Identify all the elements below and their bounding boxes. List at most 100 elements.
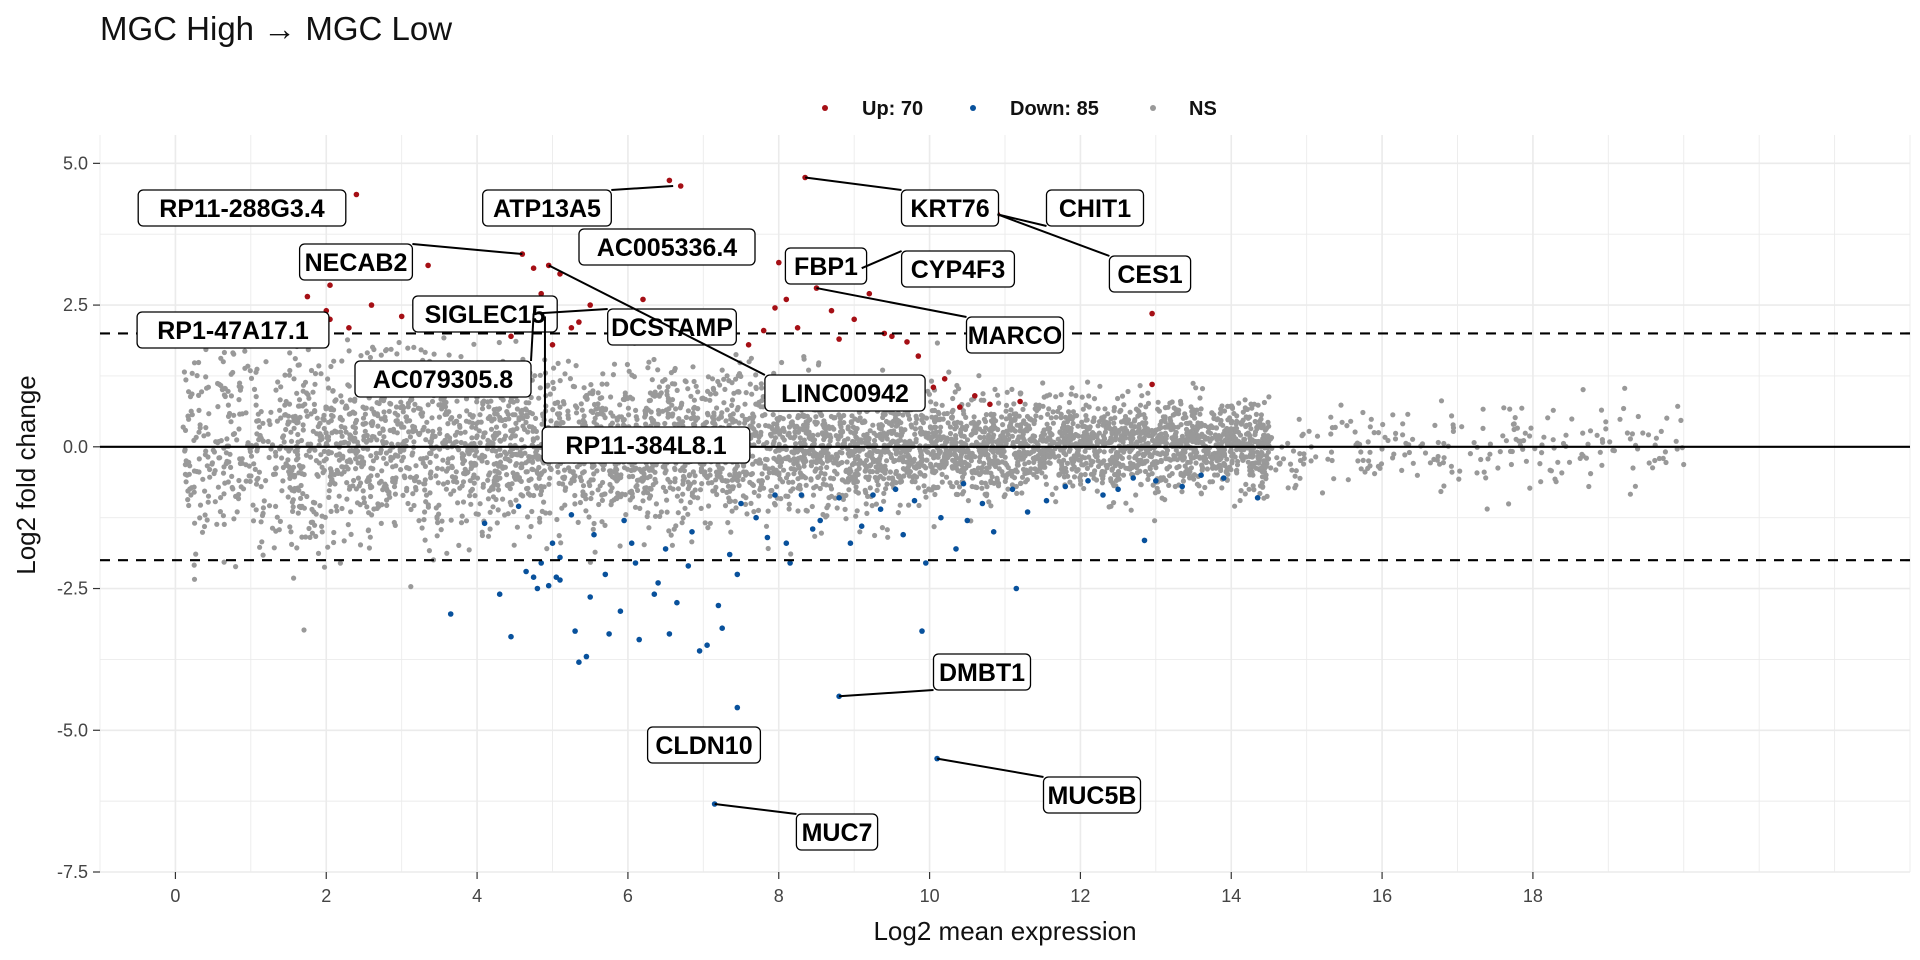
- ns-point: [1200, 434, 1206, 440]
- ns-point: [406, 429, 412, 435]
- ns-point: [922, 472, 928, 479]
- ns-point: [1177, 438, 1183, 444]
- ns-point: [292, 356, 298, 362]
- ns-point: [573, 363, 579, 369]
- ns-point: [1314, 433, 1321, 439]
- ns-point: [1243, 454, 1249, 460]
- ns-point: [1385, 437, 1391, 444]
- ns-point: [1435, 439, 1441, 446]
- ns-point: [511, 509, 517, 515]
- ns-point: [184, 472, 190, 478]
- ns-point: [307, 454, 314, 460]
- ns-point: [1122, 419, 1128, 425]
- ns-point: [253, 481, 260, 487]
- ns-point: [707, 397, 713, 403]
- ns-point: [291, 575, 297, 581]
- ns-point: [1156, 432, 1162, 438]
- ns-point: [1123, 430, 1129, 436]
- ns-point: [502, 433, 509, 439]
- ns-point: [1159, 495, 1165, 501]
- ns-point: [916, 502, 922, 509]
- ns-point: [933, 462, 939, 468]
- ns-point: [887, 420, 893, 426]
- ns-point: [1041, 461, 1047, 467]
- ns-point: [1253, 411, 1259, 417]
- ns-point: [273, 387, 279, 393]
- ns-point: [278, 384, 284, 390]
- ns-point: [1471, 440, 1477, 446]
- ns-point: [786, 479, 792, 485]
- ns-point: [756, 439, 762, 445]
- ns-point: [633, 465, 639, 471]
- ns-point: [836, 412, 842, 418]
- ns-point: [260, 505, 266, 511]
- ns-point: [554, 463, 561, 469]
- ns-point: [497, 438, 504, 444]
- ns-point: [427, 439, 433, 445]
- ns-point: [883, 486, 889, 492]
- ns-point: [1155, 399, 1161, 405]
- ns-point: [770, 412, 776, 418]
- ns-point: [946, 369, 952, 375]
- ns-point: [670, 411, 676, 417]
- ns-point: [750, 419, 756, 425]
- ns-point: [1440, 460, 1446, 466]
- ns-point: [1099, 480, 1105, 486]
- ns-point: [589, 490, 595, 496]
- ns-point: [829, 454, 835, 460]
- ns-point: [966, 462, 972, 468]
- ns-point: [657, 513, 663, 520]
- ns-point: [815, 474, 822, 480]
- ns-point: [197, 425, 203, 431]
- ns-point: [1478, 456, 1484, 463]
- ns-point: [962, 466, 968, 472]
- ns-point: [410, 491, 416, 497]
- ns-point: [1198, 490, 1204, 496]
- ns-point: [1501, 405, 1507, 411]
- ns-point: [563, 485, 569, 491]
- ns-point: [779, 359, 785, 366]
- ns-point: [643, 412, 649, 418]
- ns-point: [1105, 411, 1111, 417]
- ns-point: [736, 420, 742, 426]
- ns-point: [681, 475, 687, 481]
- ns-point: [735, 478, 741, 484]
- ns-point: [626, 474, 632, 480]
- ns-point: [979, 485, 985, 491]
- ns-point: [272, 449, 279, 455]
- ns-point: [300, 464, 306, 470]
- ns-point: [734, 407, 740, 413]
- ns-point: [720, 487, 726, 494]
- ns-point: [1152, 518, 1158, 524]
- ns-point: [963, 423, 970, 429]
- ns-point: [981, 416, 988, 422]
- ns-point: [351, 448, 357, 454]
- ns-point: [464, 408, 470, 414]
- ns-point: [480, 484, 486, 490]
- legend: Up: 70 Down: 85 NS: [822, 98, 1217, 120]
- ns-point: [186, 389, 192, 395]
- ns-point: [1182, 449, 1188, 455]
- ns-point: [1103, 440, 1109, 446]
- legend-up-label: Up: 70: [862, 98, 923, 120]
- ns-point: [925, 430, 932, 436]
- ns-point: [1027, 416, 1033, 422]
- ns-point: [1507, 406, 1513, 412]
- ns-point: [1441, 483, 1447, 489]
- ns-point: [1183, 414, 1189, 420]
- ns-point: [685, 479, 691, 485]
- ns-point: [328, 471, 334, 477]
- ns-point: [1280, 456, 1287, 462]
- ns-point: [1624, 430, 1630, 436]
- ns-point: [510, 412, 516, 418]
- ns-point: [977, 435, 984, 441]
- ns-point: [496, 430, 502, 436]
- ns-point: [353, 486, 359, 492]
- points-layer: [180, 174, 1687, 847]
- ns-point: [248, 375, 255, 381]
- ns-point: [862, 487, 868, 493]
- ns-point: [808, 463, 815, 469]
- ns-point: [653, 501, 660, 507]
- ns-point: [965, 498, 972, 504]
